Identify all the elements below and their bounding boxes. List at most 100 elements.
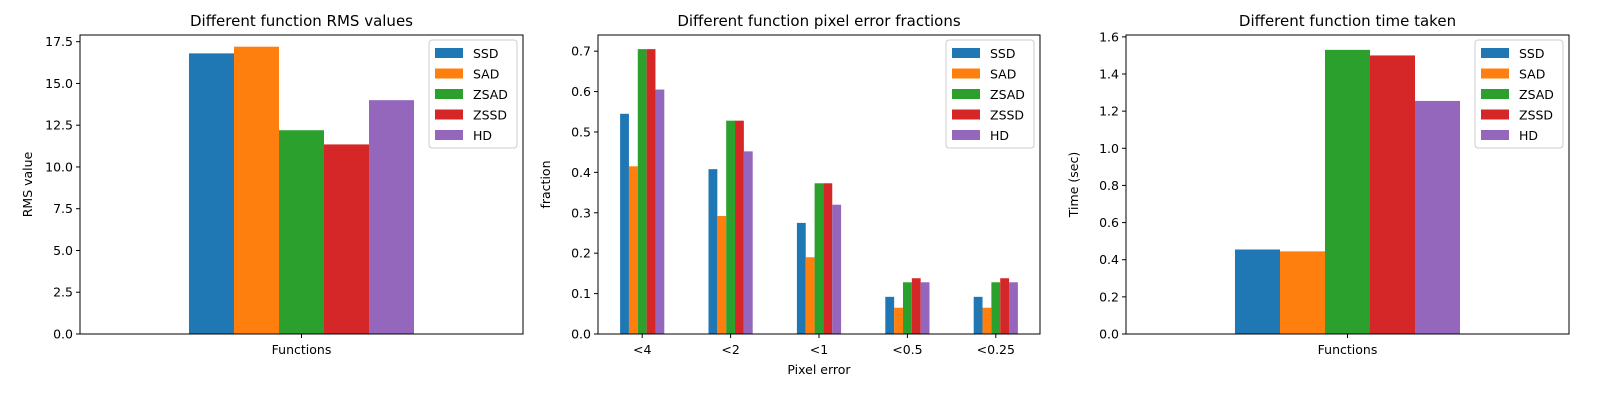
y-axis-label: fraction [538, 160, 553, 208]
legend-label-zsad: ZSAD [1519, 87, 1554, 102]
bar-zssd-5 [1000, 278, 1010, 334]
y-tick-label: 15.0 [45, 76, 73, 91]
bar-zssd-3 [823, 183, 833, 334]
x-tick-label: Functions [1318, 342, 1378, 357]
x-tick-label: <4 [633, 342, 651, 357]
x-tick-label: <1 [810, 342, 828, 357]
bar-hd-1 [1415, 100, 1461, 335]
legend-swatch-sad [435, 68, 463, 79]
legend-swatch-hd [1481, 130, 1509, 140]
y-tick-label: 0.4 [1099, 252, 1119, 267]
x-tick-label: <0.5 [892, 342, 922, 357]
legend-swatch-sad [952, 68, 980, 79]
y-tick-label: 0.0 [53, 327, 73, 342]
chart-title: Different function time taken [1239, 12, 1456, 30]
legend: SSD SAD ZSAD ZSSD HD [945, 39, 1035, 149]
legend-label-zssd: ZSSD [1519, 108, 1553, 123]
legend-box [428, 39, 518, 149]
y-tick-label: 2.5 [53, 285, 73, 300]
legend-label-sad: SAD [990, 67, 1016, 82]
bar-sad-5 [982, 307, 992, 334]
bar-zsad-5 [991, 282, 1001, 334]
legend-label-ssd: SSD [990, 46, 1016, 61]
bar-hd-2 [743, 151, 753, 334]
chart-panel-1: Functions 0.0 2.5 5.0 7.5 10.0 12.5 15.0 17.5 Dif… [20, 12, 524, 357]
legend-swatch-zsad [1481, 89, 1509, 99]
y-tick-label: 10.0 [45, 159, 73, 174]
y-axis-label: Time (sec) [1066, 152, 1081, 218]
bar-hd-1 [655, 89, 665, 334]
legend-label-zssd: ZSSD [473, 108, 507, 123]
y-tick-label: 1.0 [1099, 141, 1119, 156]
y-tick-label: 0.2 [571, 246, 591, 261]
legend-label-sad: SAD [1519, 67, 1545, 82]
legend-swatch-ssd [952, 48, 980, 58]
chart-panel-2: <4 <2 <1 <0.5 <0.25 0.0 0.1 0.2 0.3 0.4 0.5 0.6 0.7 D… [538, 12, 1041, 377]
x-axis-label: Pixel error [787, 362, 851, 377]
bar-ssd-1 [620, 113, 629, 334]
chart-title: Different function pixel error fractions [677, 12, 961, 30]
legend-label-ssd: SSD [1519, 46, 1545, 61]
legend-label-zssd: ZSSD [990, 108, 1024, 123]
legend-label-ssd: SSD [473, 46, 499, 61]
y-tick-label: 5.0 [53, 243, 73, 258]
legend-swatch-zsad [435, 89, 463, 99]
bar-sad-4 [894, 307, 903, 334]
y-tick-label: 12.5 [45, 118, 73, 133]
y-tick-label: 0.0 [571, 327, 591, 342]
bar-ssd-4 [885, 296, 895, 334]
y-tick-label: 0.2 [1099, 289, 1119, 304]
bar-sad-1 [1279, 251, 1325, 334]
legend-swatch-sad [1481, 68, 1509, 79]
legend-label-sad: SAD [473, 67, 499, 82]
y-tick-label: 0.1 [571, 286, 591, 301]
y-tick-label: 0.3 [571, 205, 591, 220]
legend-label-zsad: ZSAD [990, 87, 1025, 102]
legend-label-hd: HD [473, 128, 492, 143]
y-tick-label: 17.5 [45, 34, 73, 49]
y-tick-label: 1.2 [1099, 104, 1119, 119]
bar-hd-1 [369, 100, 415, 335]
bar-zssd-1 [324, 144, 370, 334]
bar-ssd-5 [973, 296, 983, 334]
legend-box [945, 39, 1035, 149]
legend-swatch-zssd [1481, 109, 1509, 120]
bar-sad-3 [805, 257, 815, 334]
bar-zsad-2 [726, 120, 736, 334]
x-tick-label: <0.25 [977, 342, 1015, 357]
x-tick-label: Functions [272, 342, 332, 357]
chart-panel-3: Functions 0.0 0.2 0.4 0.6 0.8 1.0 1.2 1.4 1.6 Diff… [1066, 12, 1570, 357]
y-tick-label: 0.6 [571, 84, 591, 99]
bar-zssd-1 [646, 49, 656, 334]
y-tick-label: 0.5 [571, 124, 591, 139]
bar-ssd-1 [1234, 249, 1280, 334]
legend-box [1474, 39, 1564, 149]
bar-ssd-3 [796, 222, 806, 334]
bar-sad-1 [233, 46, 279, 334]
legend-swatch-hd [435, 130, 463, 140]
bar-zsad-1 [279, 130, 325, 334]
bar-hd-3 [832, 204, 842, 334]
bar-sad-1 [628, 166, 638, 334]
legend-swatch-ssd [435, 48, 463, 58]
bar-zssd-2 [735, 120, 744, 334]
y-tick-label: 0.6 [1099, 215, 1119, 230]
legend-swatch-ssd [1481, 48, 1509, 58]
legend: SSD SAD ZSAD ZSSD HD [428, 39, 518, 149]
axes-frame [79, 34, 524, 335]
legend-swatch-zssd [435, 109, 463, 120]
legend-label-hd: HD [1519, 128, 1538, 143]
legend-swatch-zsad [952, 89, 980, 99]
bar-zsad-1 [637, 49, 647, 334]
bar-hd-5 [1009, 282, 1018, 334]
legend-label-hd: HD [990, 128, 1009, 143]
y-axis-label: RMS value [20, 151, 35, 217]
bar-zssd-1 [1370, 55, 1416, 335]
y-tick-label: 1.4 [1099, 67, 1119, 82]
bar-zsad-1 [1325, 49, 1371, 335]
y-tick-label: 7.5 [53, 201, 73, 216]
bar-sad-2 [717, 216, 727, 334]
legend-swatch-hd [952, 130, 980, 140]
legend-swatch-zssd [952, 109, 980, 120]
